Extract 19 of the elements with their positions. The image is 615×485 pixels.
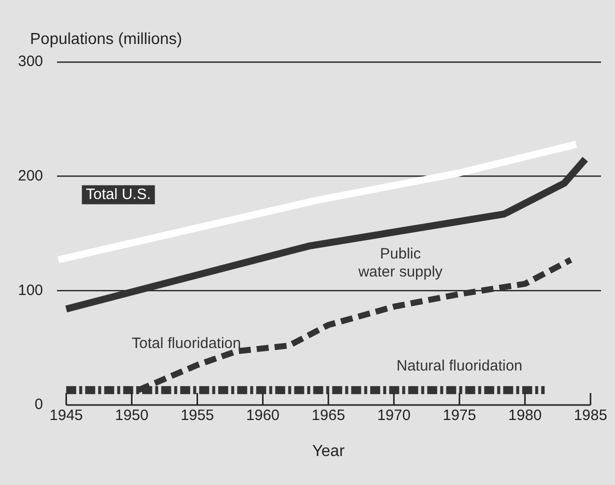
y-tick-label: 100 [18,282,44,299]
x-axis-title: Year [312,443,346,460]
text: Total U.S. [86,186,151,204]
y-tick-label: 200 [18,167,44,184]
x-tick-label: 1955 [180,407,214,424]
series-label: Public water supply [357,246,444,281]
x-tick-label: 1970 [377,407,411,424]
y-tick-label: 0 [34,396,44,414]
series-label: Total fluoridation [132,334,241,352]
x-tick-label: 1965 [312,407,346,424]
x-tick-label: 1945 [50,407,83,424]
x-tick-label: 1980 [508,407,542,424]
x-tick-label: 1975 [442,407,476,424]
x-tick-label: 1950 [115,407,148,424]
series-label: Natural fluoridation [396,358,522,375]
x-tick-label: 1985 [574,407,608,424]
x-tick-label: 1960 [246,407,280,424]
y-tick-label: 300 [18,53,44,70]
y-axis-title: Populations (millions) [30,31,182,48]
